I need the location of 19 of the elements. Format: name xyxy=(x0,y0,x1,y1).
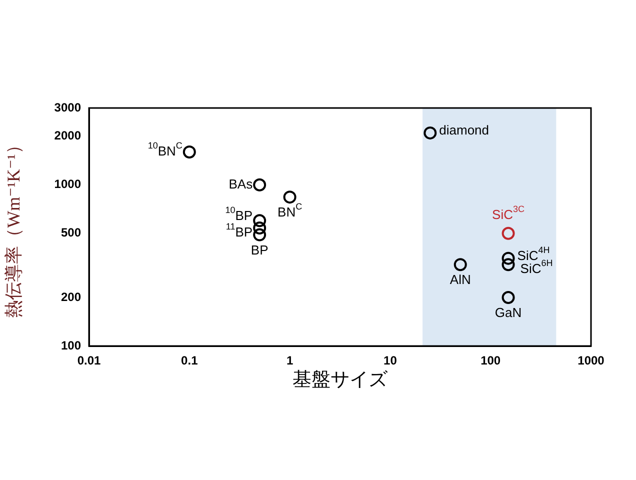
annotation: BP xyxy=(250,242,268,258)
x-axis-title: 基盤サイズ xyxy=(292,370,388,391)
x-tick-label: 1 xyxy=(286,354,294,368)
annotation: BAs xyxy=(228,176,254,192)
annotation: AlN xyxy=(450,272,471,288)
x-tick-label: 0.01 xyxy=(77,354,101,368)
y-tick-label: 1000 xyxy=(54,177,82,192)
x-tick-label: 10 xyxy=(384,354,398,368)
y-tick-label: 3000 xyxy=(54,100,82,114)
y-tick-label: 500 xyxy=(60,226,82,240)
x-tick-label: 0.1 xyxy=(181,354,198,368)
x-tick-label: 1000 xyxy=(578,354,605,368)
y-tick-label: 200 xyxy=(60,290,82,304)
y-axis-title: 熱伝導率（Wm⁻¹K⁻¹） xyxy=(4,136,24,318)
y-tick-label: 100 xyxy=(60,338,82,352)
x-tick-label: 100 xyxy=(480,354,501,368)
annotation: GaN xyxy=(494,305,522,320)
annotation: diamond xyxy=(439,122,490,138)
y-tick-label: 2000 xyxy=(54,128,82,143)
